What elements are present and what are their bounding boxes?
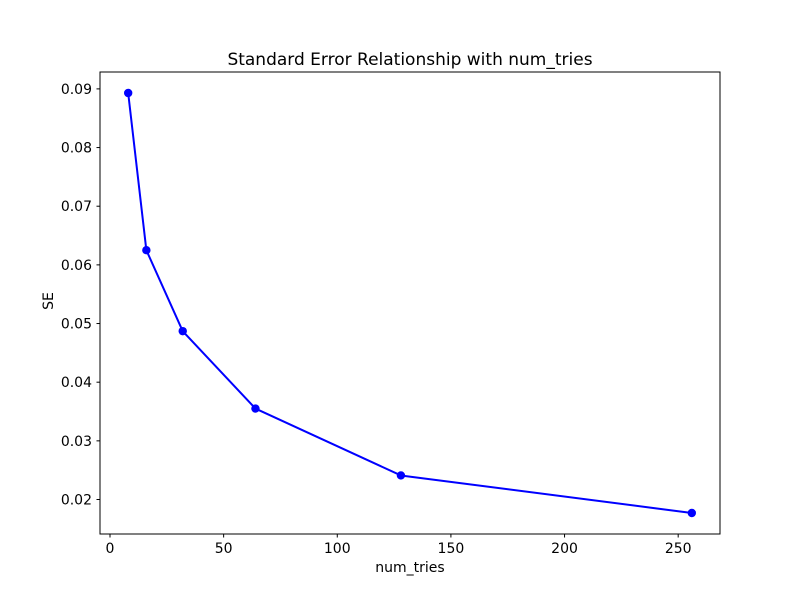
axis-ticks: 0 50 100 150 200 250 0.02 0.03 0.04 0.05 0.06 0.07 0… bbox=[61, 82, 692, 557]
x-tick-label: 150 bbox=[438, 541, 465, 557]
data-point-marker bbox=[687, 508, 697, 518]
x-tick-label: 100 bbox=[324, 541, 351, 557]
y-tick-label: 0.03 bbox=[61, 434, 92, 450]
y-tick-label: 0.04 bbox=[61, 375, 92, 391]
y-tick-label: 0.09 bbox=[61, 82, 92, 98]
x-tick-label: 0 bbox=[106, 541, 115, 557]
x-axis-label: num_tries bbox=[375, 560, 444, 576]
y-tick-label: 0.06 bbox=[61, 258, 92, 274]
data-point-marker bbox=[178, 326, 187, 336]
data-point-marker bbox=[142, 246, 151, 255]
y-tick-label: 0.08 bbox=[61, 141, 92, 157]
data-series bbox=[123, 88, 697, 518]
x-tick-label: 250 bbox=[665, 541, 692, 557]
y-tick-label: 0.05 bbox=[61, 317, 92, 333]
y-axis-label: SE bbox=[41, 292, 57, 310]
data-point-marker bbox=[396, 471, 406, 480]
y-tick-label: 0.07 bbox=[61, 199, 92, 215]
plot-area-frame bbox=[99, 71, 721, 535]
x-tick-label: 50 bbox=[215, 541, 233, 557]
data-point-marker bbox=[123, 88, 133, 98]
y-tick-label: 0.02 bbox=[61, 493, 92, 509]
x-tick-label: 200 bbox=[551, 541, 578, 557]
chart-title: Standard Error Relationship with num_tri… bbox=[227, 50, 592, 70]
data-point-marker bbox=[251, 404, 260, 413]
se-line bbox=[127, 92, 693, 514]
